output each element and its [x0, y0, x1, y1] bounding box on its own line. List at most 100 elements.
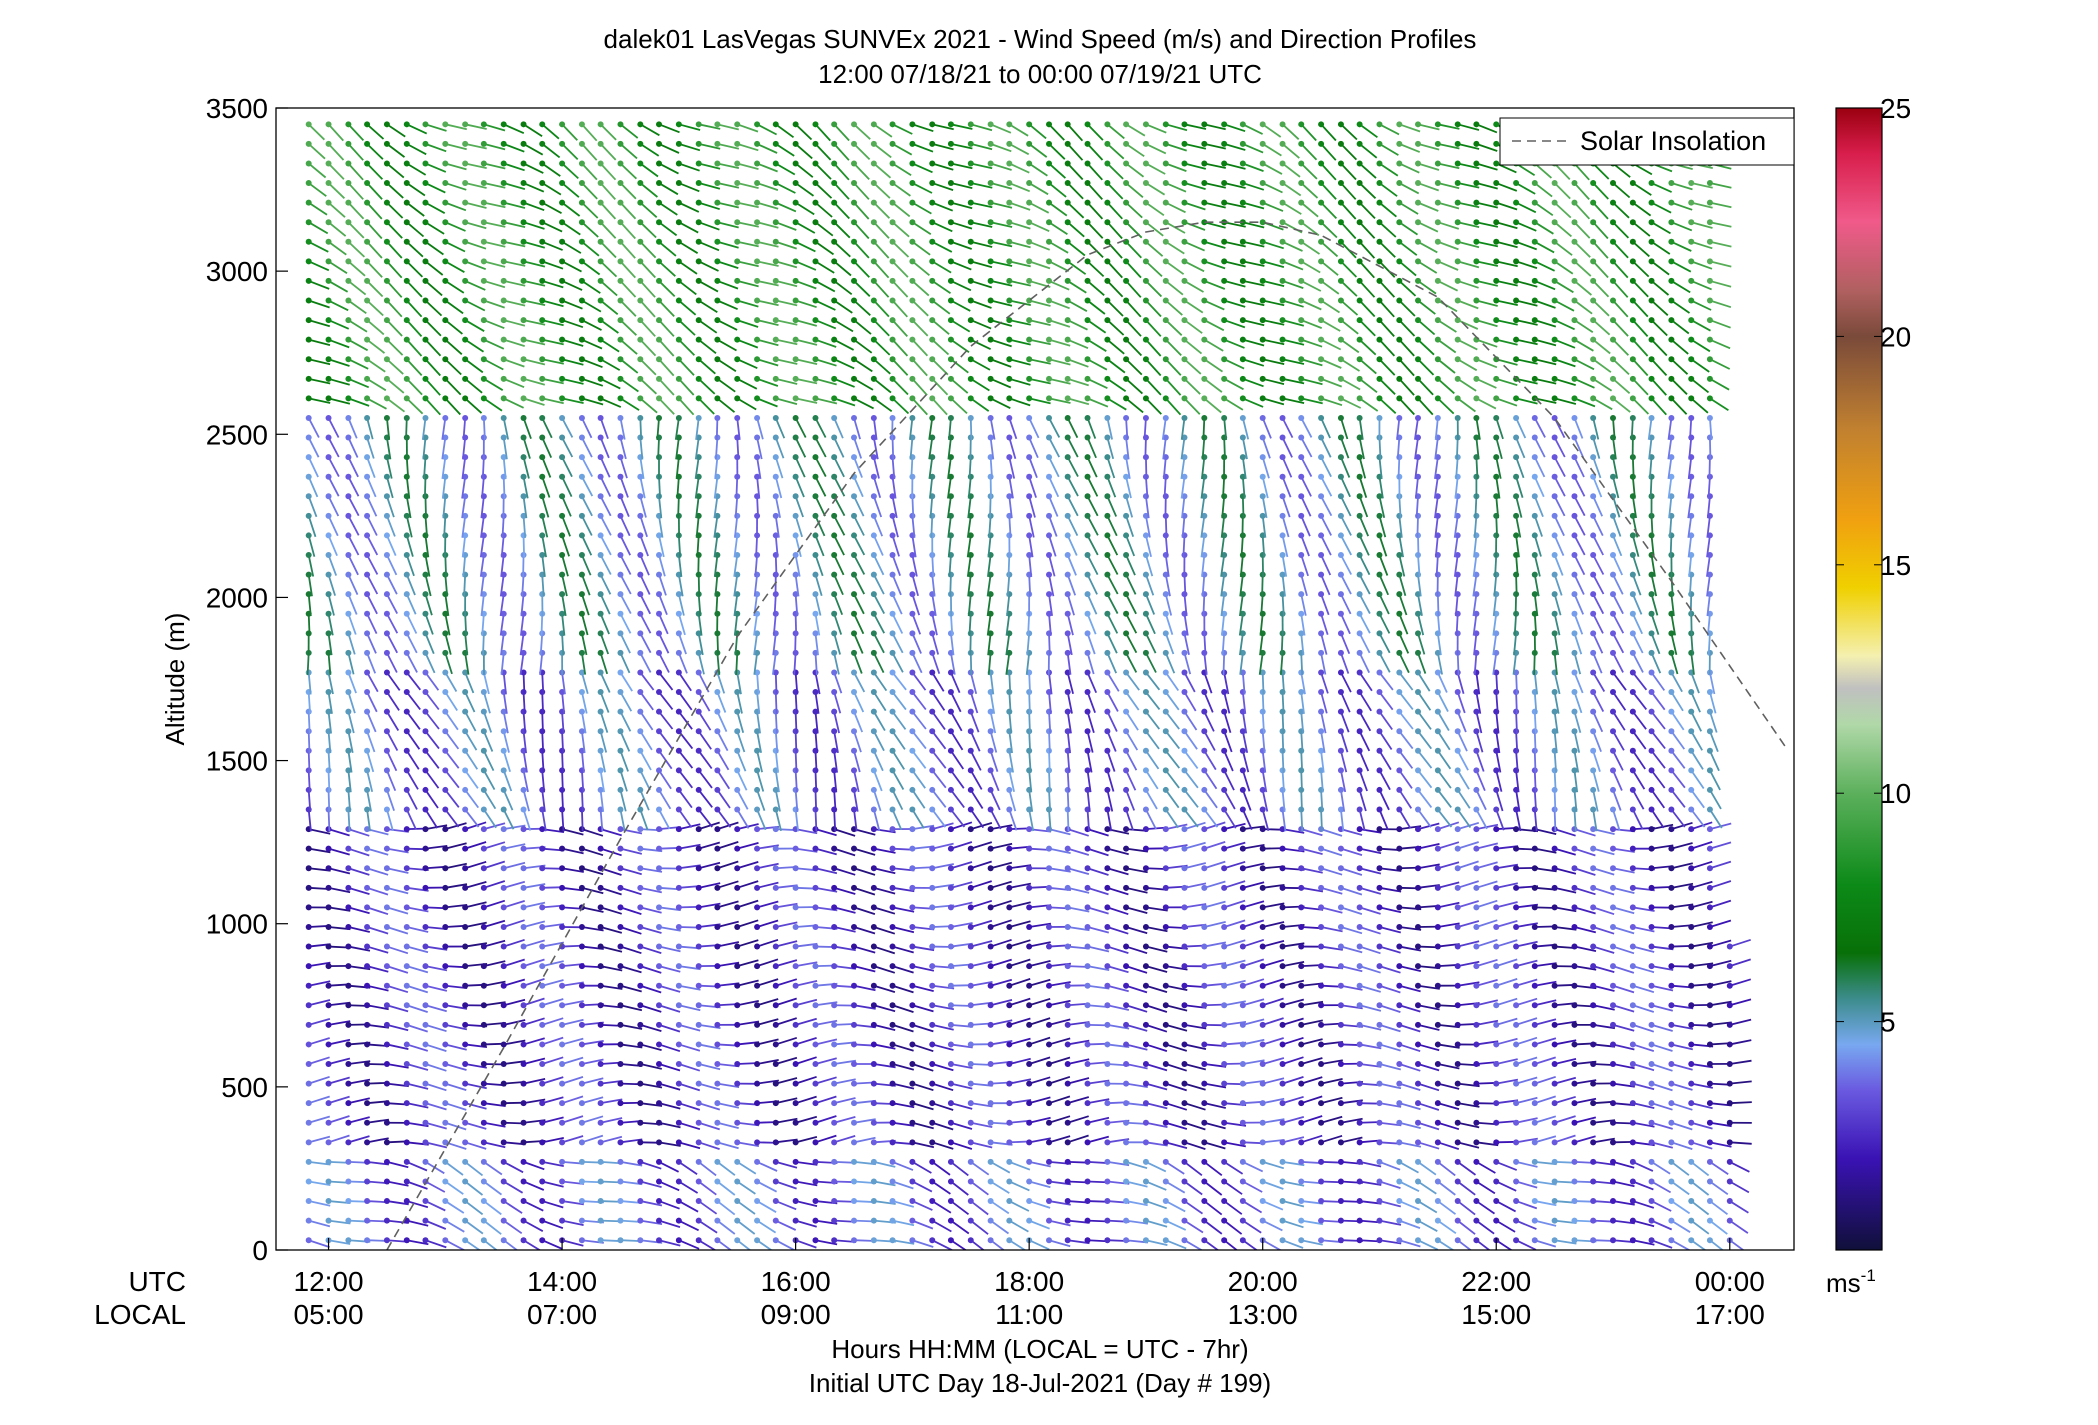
wind-barb-shaft: [523, 1098, 546, 1105]
wind-barb-shaft: [678, 1004, 701, 1012]
wind-barb-shaft: [911, 535, 917, 558]
wind-barb-dot: [422, 982, 429, 989]
wind-barb-dot: [1064, 493, 1071, 500]
wind-barb-shaft: [1067, 201, 1085, 219]
wind-barb-shaft: [327, 691, 333, 714]
wind-barb-dot: [559, 571, 566, 578]
wind-barb-shaft: [795, 319, 818, 327]
wind-barb-dot: [364, 121, 371, 128]
wind-barb-shaft: [405, 457, 410, 480]
wind-barb-shaft: [327, 613, 334, 636]
wind-barb-dot: [480, 982, 487, 989]
wind-barb-shaft: [814, 711, 819, 734]
wind-barb-dot: [1026, 140, 1033, 147]
wind-barb-shaft: [366, 945, 389, 954]
wind-barb-dot: [403, 786, 410, 793]
wind-barb-dot: [754, 454, 761, 461]
wind-barb-dot: [947, 1080, 954, 1087]
wind-barb-dot: [597, 963, 604, 970]
wind-barb-dot: [734, 395, 741, 402]
wind-barb-dot: [947, 493, 954, 500]
wind-barb-shaft: [599, 456, 611, 478]
wind-barb-shaft: [912, 1219, 934, 1230]
wind-barb-dot: [1026, 356, 1033, 363]
wind-barb-dot: [870, 297, 877, 304]
wind-barb-shaft: [483, 730, 494, 752]
wind-barb-shaft: [873, 339, 891, 356]
wind-barb-dot: [462, 1061, 469, 1068]
wind-barb-dot: [480, 865, 487, 872]
wind-barb-shaft: [753, 633, 758, 656]
wind-barb-shaft: [970, 960, 993, 968]
wind-barb-dot: [539, 317, 546, 324]
wind-barb-shaft: [327, 672, 334, 695]
wind-barb-shaft: [698, 397, 715, 415]
wind-barb-dot: [1006, 219, 1013, 226]
wind-barb-shaft: [1008, 162, 1030, 174]
wind-barb-shaft: [794, 594, 799, 617]
wind-barb-shaft: [424, 260, 444, 276]
wind-barb-dot: [656, 258, 663, 265]
wind-barb-dot: [889, 1119, 896, 1126]
wind-barb-shaft: [872, 417, 878, 440]
wind-barb-shaft: [697, 691, 711, 712]
wind-barb-shaft: [327, 201, 346, 218]
wind-barb-shaft: [423, 457, 427, 480]
wind-barb-dot: [947, 1217, 954, 1224]
wind-barb-shaft: [873, 711, 886, 732]
wind-barb-shaft: [795, 280, 817, 290]
wind-barb-shaft: [1067, 221, 1085, 238]
wind-barb-shaft: [406, 143, 427, 156]
wind-barb-shaft: [483, 1239, 498, 1250]
wind-barb-dot: [480, 1119, 487, 1126]
wind-barb-dot: [1084, 219, 1091, 226]
wind-barb-shaft: [853, 789, 859, 812]
wind-barb-dot: [1006, 963, 1013, 970]
wind-barb-shaft: [814, 495, 826, 517]
wind-barb-shaft: [950, 922, 973, 928]
wind-barb-shaft: [639, 593, 652, 615]
wind-barb-shaft: [1125, 691, 1140, 711]
wind-barb-dot: [325, 1041, 332, 1048]
wind-barb-shaft: [1028, 711, 1031, 734]
wind-barb-shaft: [833, 847, 856, 857]
wind-barb-dot: [870, 532, 877, 539]
wind-barb-shaft: [873, 241, 890, 259]
wind-barb-dot: [325, 160, 332, 167]
wind-barb-shaft: [308, 1115, 331, 1124]
wind-barb-shaft: [348, 1116, 370, 1124]
wind-barb-dot: [947, 1002, 954, 1009]
wind-barb-dot: [909, 160, 916, 167]
wind-barb-shaft: [522, 750, 528, 773]
wind-barb-shaft: [698, 123, 721, 130]
wind-barb-dot: [754, 1237, 761, 1244]
wind-barb-dot: [831, 845, 838, 852]
wind-barb-shaft: [541, 574, 545, 597]
wind-barb-dot: [870, 865, 877, 872]
wind-barb-dot: [1006, 826, 1013, 833]
wind-barb-shaft: [327, 652, 332, 675]
wind-barb-dot: [559, 258, 566, 265]
wind-barb-shaft: [814, 691, 820, 714]
wind-barb-shaft: [619, 613, 632, 634]
wind-barb-shaft: [733, 594, 739, 617]
wind-barb-shaft: [678, 633, 687, 655]
wind-barb-dot: [462, 297, 469, 304]
wind-barb-shaft: [503, 1039, 526, 1046]
wind-barb-dot: [305, 1237, 312, 1244]
wind-barb-dot: [480, 845, 487, 852]
wind-barb-dot: [967, 826, 974, 833]
wind-barb-shaft: [483, 899, 506, 909]
wind-barb-dot: [1104, 630, 1111, 637]
wind-barb-dot: [462, 395, 469, 402]
wind-barb-dot: [947, 297, 954, 304]
wind-barb-shaft: [717, 1102, 740, 1109]
wind-barb-shaft: [1066, 437, 1079, 458]
wind-barb-shaft: [795, 961, 818, 968]
wind-barb-dot: [559, 414, 566, 421]
wind-barb-dot: [870, 356, 877, 363]
wind-barb-dot: [675, 1002, 682, 1009]
wind-barb-dot: [870, 512, 877, 519]
wind-barb-shaft: [795, 1239, 817, 1249]
wind-barb-shaft: [1106, 338, 1125, 355]
